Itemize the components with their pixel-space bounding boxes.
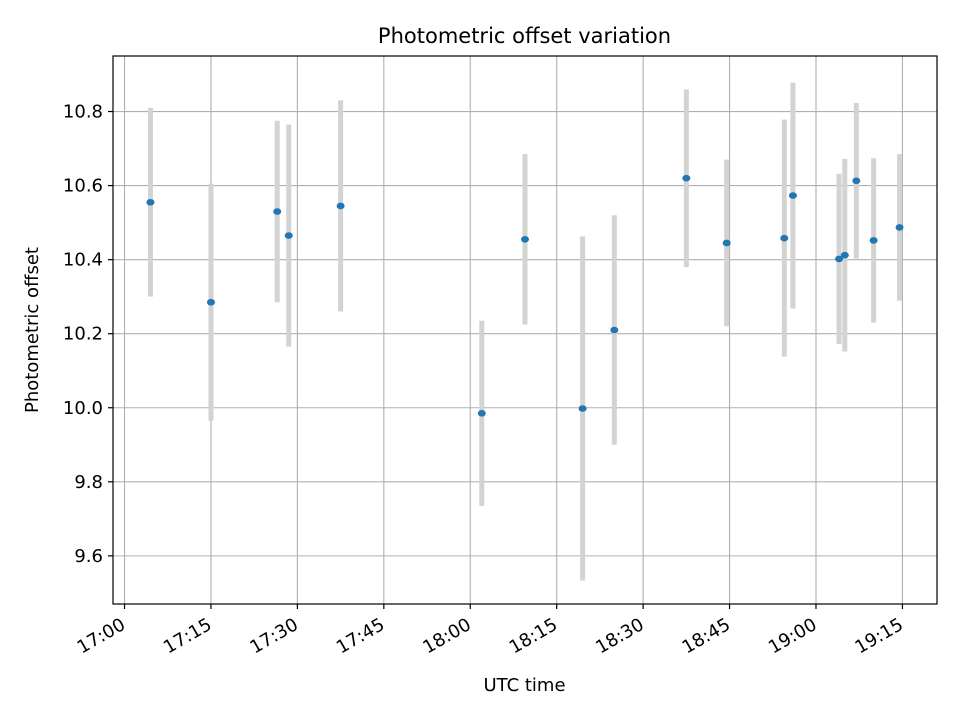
data-point bbox=[840, 251, 849, 259]
data-point bbox=[273, 208, 282, 215]
plot-frame bbox=[112, 55, 938, 605]
y-tick-label: 9.6 bbox=[74, 546, 103, 567]
y-tick-label: 10.0 bbox=[63, 398, 103, 419]
data-point bbox=[477, 410, 486, 417]
chart-title: Photometric offset variation bbox=[378, 24, 671, 48]
y-tick-label: 10.2 bbox=[63, 324, 103, 345]
data-point bbox=[610, 326, 619, 334]
data-point bbox=[869, 237, 878, 244]
data-point bbox=[284, 232, 293, 239]
data-point bbox=[722, 239, 731, 247]
data-point bbox=[146, 198, 155, 206]
data-point bbox=[682, 174, 691, 182]
y-tick-label: 10.6 bbox=[63, 176, 103, 197]
y-tick-label: 9.8 bbox=[74, 472, 103, 493]
data-point bbox=[835, 255, 844, 263]
y-axis-title: Photometric offset bbox=[22, 247, 43, 413]
y-tick-label: 10.8 bbox=[63, 102, 103, 123]
data-point bbox=[521, 235, 529, 243]
data-point bbox=[852, 177, 861, 185]
data-point bbox=[895, 224, 904, 231]
x-axis-title: UTC time bbox=[483, 675, 565, 696]
data-point bbox=[578, 405, 587, 412]
data-point bbox=[780, 234, 789, 242]
data-point bbox=[206, 298, 215, 306]
y-tick-label: 10.4 bbox=[63, 250, 103, 271]
data-points bbox=[146, 174, 904, 417]
data-point bbox=[336, 202, 345, 210]
y-axis-ticks: 9.6 9.8 10.0 10.2 10.4 10.6 10.8 bbox=[63, 102, 113, 567]
data-point bbox=[788, 192, 797, 199]
